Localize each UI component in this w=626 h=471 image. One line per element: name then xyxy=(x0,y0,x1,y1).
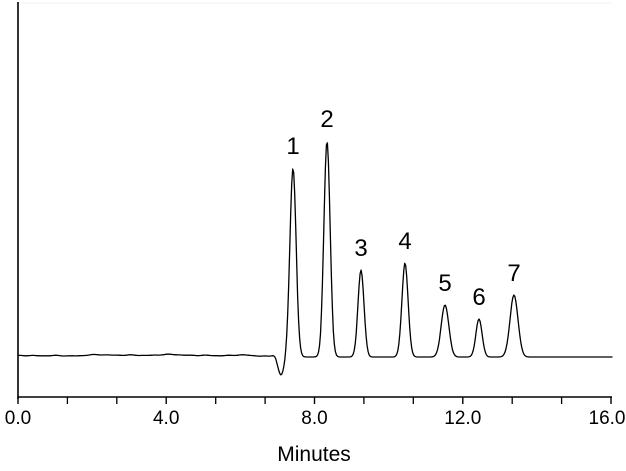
svg-text:12.0: 12.0 xyxy=(444,408,481,429)
svg-text:6: 6 xyxy=(472,284,485,311)
svg-text:4: 4 xyxy=(398,228,411,255)
svg-text:Minutes: Minutes xyxy=(277,443,351,466)
svg-text:0.0: 0.0 xyxy=(5,408,31,429)
svg-text:16.0: 16.0 xyxy=(589,408,626,429)
svg-text:7: 7 xyxy=(507,260,520,287)
svg-text:5: 5 xyxy=(438,270,451,297)
svg-text:3: 3 xyxy=(354,235,367,262)
svg-text:8.0: 8.0 xyxy=(301,408,327,429)
svg-text:4.0: 4.0 xyxy=(153,408,179,429)
svg-text:1: 1 xyxy=(286,133,299,160)
svg-text:2: 2 xyxy=(320,106,333,133)
